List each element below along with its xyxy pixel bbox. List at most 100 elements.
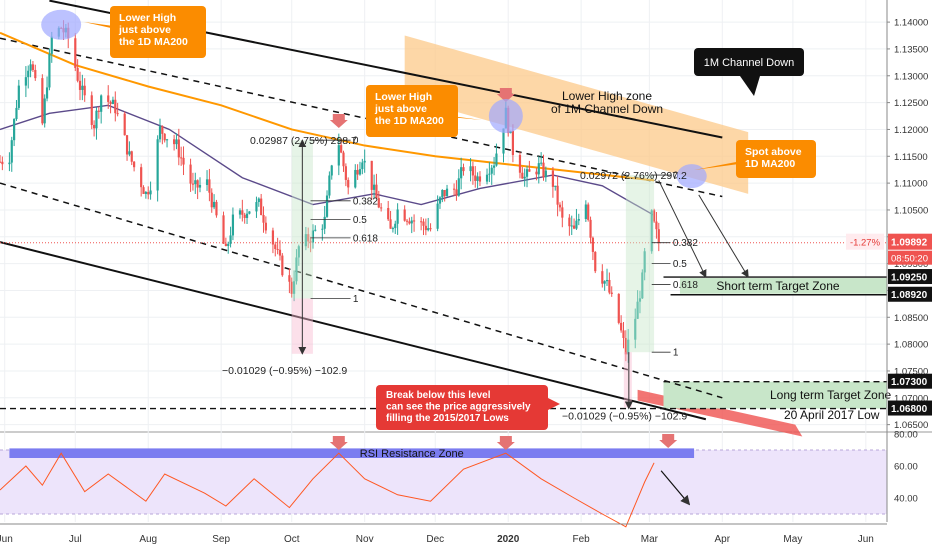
annotation-spot-above-ma200-text: Spot above 1D MA200 [745, 146, 802, 170]
candle-body [262, 215, 265, 223]
annotation-break-below-text-line: Break below this level [386, 390, 491, 401]
candle-body [391, 228, 395, 230]
candle-body [587, 204, 590, 220]
annotation-lower-high-zone: Lower High zone of 1M Channel Down [551, 89, 663, 116]
candle-body [347, 179, 350, 188]
current-price-label: 1.09892 [891, 238, 928, 249]
candle-body [125, 135, 129, 155]
lower-high-zone [404, 35, 749, 194]
x-tick-label: Jun [858, 534, 874, 545]
x-tick-label: Sep [212, 534, 230, 545]
level-price-box [888, 286, 932, 302]
candle-body [231, 214, 235, 236]
candle-body [427, 228, 430, 231]
candle-body [13, 119, 16, 141]
candle-body [511, 130, 515, 156]
candle-body [276, 248, 279, 250]
countdown-box [888, 250, 932, 265]
candle-body [605, 279, 609, 282]
candle-body [295, 257, 298, 282]
y-tick-label: 1.11000 [894, 179, 928, 190]
candle-body [177, 139, 180, 158]
x-tick-label: May [783, 534, 802, 545]
annotation-channel-down-box [694, 48, 804, 76]
annotation-lower-high-1-text: Lower High just above the 1D MA200 [118, 12, 188, 48]
x-tick-label: Apr [715, 534, 731, 545]
candle-body [455, 189, 458, 196]
candle-body [410, 220, 413, 224]
x-tick-label: Feb [573, 534, 591, 545]
candle-body [238, 210, 242, 215]
candle-body [408, 221, 411, 224]
candle-body [128, 151, 131, 155]
fib-level-label: 0.618 [673, 280, 698, 291]
candle-body [307, 234, 310, 242]
fib-measure-mar-down [623, 352, 632, 408]
candle-body [325, 195, 329, 217]
candle-body [589, 219, 592, 238]
level-price-label: 1.08920 [891, 290, 928, 301]
level-price-box [888, 400, 932, 416]
candle-body [638, 298, 642, 302]
candle-body [257, 198, 260, 203]
candle-body [198, 184, 202, 188]
candle-body [568, 217, 571, 227]
candle-body [304, 234, 307, 247]
candle-body [370, 160, 373, 190]
rsi-resistance-zone [9, 448, 695, 458]
candle-body [222, 215, 225, 244]
red-arrow-oct-rsi [329, 436, 348, 450]
price-axis: 1.14000 1.13500 1.13000 1.12500 1.12000 1.115… [846, 0, 932, 522]
candle-body [528, 169, 531, 172]
candle-body [156, 139, 159, 191]
annotation-spot-above-ma200-text-line: 1D MA200 [745, 158, 795, 170]
candle-body [1, 161, 4, 165]
time-axis: Jun Jul Aug Sep Oct Nov Dec 2020 Feb Mar Apr May Jun [0, 523, 887, 545]
candle-body [34, 69, 37, 79]
channel-mid-lower-line [0, 182, 723, 399]
highlight-ellipse-jan [488, 99, 523, 134]
candle-body [452, 188, 456, 190]
candle-body [229, 235, 232, 244]
rsi-band [0, 450, 887, 514]
level-price-label: 1.07300 [891, 377, 928, 388]
measure-label-mar-down: −0.01029 (−0.95%) −102.9 [562, 411, 687, 423]
y-tick-label: 1.06500 [894, 420, 928, 431]
candle-body [140, 167, 143, 188]
candle-body [375, 184, 378, 199]
x-tick-label: Dec [426, 534, 444, 545]
candle-body [245, 213, 249, 218]
candle-body [436, 203, 439, 229]
candle-body [460, 167, 463, 179]
channel-lower-line [0, 241, 707, 421]
candle-body [330, 165, 333, 176]
candle-body [210, 192, 213, 208]
candle-body [485, 174, 489, 182]
annotation-lower-high-2-text-line: Lower High [375, 91, 432, 103]
y-tick-label: 1.10500 [894, 205, 928, 216]
candle-body [10, 140, 13, 163]
candle-body [342, 152, 345, 167]
annotation-lower-high-1 [110, 6, 206, 58]
candle-body [372, 184, 376, 190]
candle-body [429, 228, 432, 230]
candle-body [180, 157, 183, 159]
annotation-break-below-text-line: filling the 2015/2017 Lows [386, 413, 509, 424]
candle-body [544, 170, 547, 178]
candle-body [90, 95, 93, 125]
candle-body [641, 272, 644, 299]
candle-body [17, 85, 20, 108]
candle-body [149, 190, 152, 195]
y-tick-label: 1.11500 [894, 152, 928, 163]
candle-body [492, 165, 496, 168]
red-arrow-mar-rsi [659, 434, 678, 448]
candle-body [445, 188, 449, 197]
rsi-line [0, 452, 655, 528]
candle-body [502, 128, 505, 154]
candle-body [476, 176, 479, 181]
candle-body [540, 162, 543, 164]
price-change-label: -1.27% [850, 238, 881, 249]
red-arrow-jan-top [496, 88, 515, 102]
annotation-break-below-box [376, 385, 548, 430]
